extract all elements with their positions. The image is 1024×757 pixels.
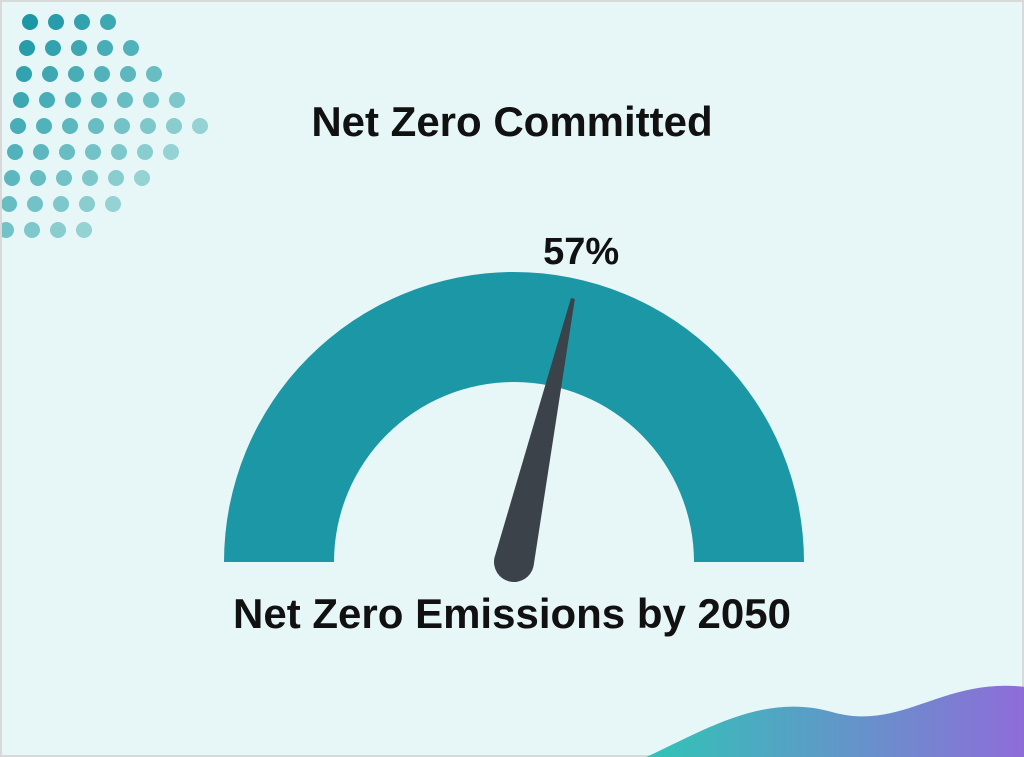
chart-subtitle: Net Zero Emissions by 2050 (2, 590, 1022, 638)
infographic-stage: Net Zero Committed 57% Net Zero Emission… (0, 0, 1024, 757)
gauge-value-label: 57% (521, 231, 641, 274)
gauge-chart (2, 2, 1024, 757)
